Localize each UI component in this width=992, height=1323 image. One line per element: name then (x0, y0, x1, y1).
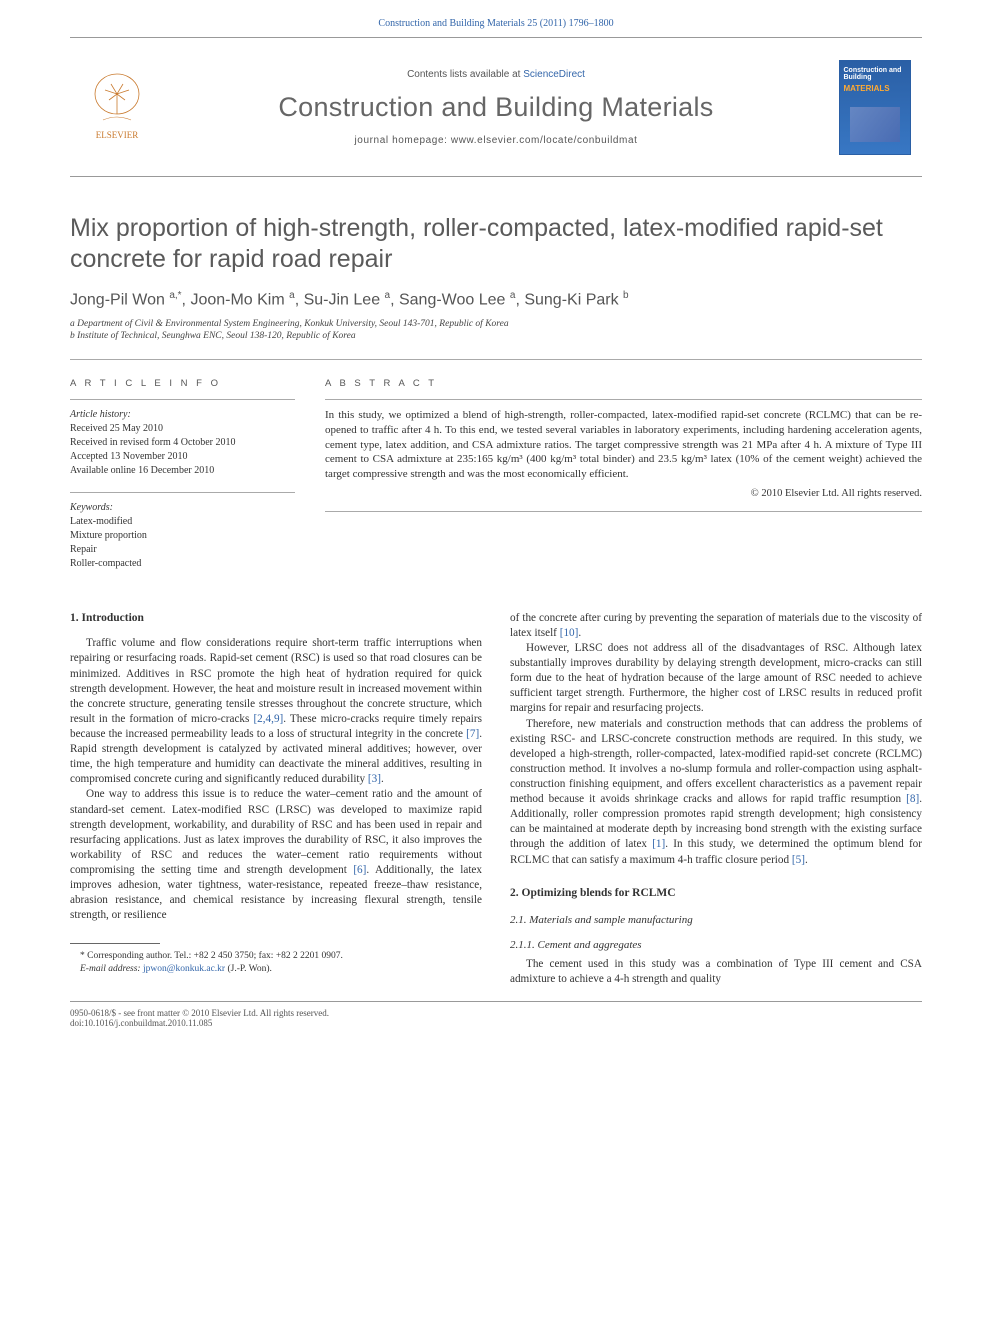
body-paragraph: One way to address this issue is to redu… (70, 787, 482, 923)
publisher-logo-container: ELSEVIER (70, 38, 165, 176)
affiliation-a: a Department of Civil & Environmental Sy… (70, 319, 922, 329)
abstract-column: A B S T R A C T In this study, we optimi… (325, 378, 922, 585)
email-footnote: E-mail address: jpwon@konkuk.ac.kr (J.-P… (70, 963, 482, 975)
elsevier-tree-icon: ELSEVIER (85, 70, 150, 145)
journal-name: Construction and Building Materials (278, 92, 713, 123)
history-item: Received in revised form 4 October 2010 (70, 436, 295, 450)
journal-masthead: ELSEVIER Contents lists available at Sci… (70, 37, 922, 177)
body-two-column: 1. Introduction Traffic volume and flow … (70, 611, 922, 987)
body-paragraph: However, LRSC does not address all of th… (510, 641, 922, 717)
body-paragraph: Therefore, new materials and constructio… (510, 717, 922, 868)
section-2-heading: 2. Optimizing blends for RCLMC (510, 886, 922, 902)
keyword-item: Repair (70, 543, 295, 557)
history-item: Received 25 May 2010 (70, 422, 295, 436)
divider-line (70, 399, 295, 400)
sciencedirect-link[interactable]: ScienceDirect (523, 69, 585, 80)
svg-text:ELSEVIER: ELSEVIER (96, 130, 139, 140)
section-2-1-1-heading: 2.1.1. Cement and aggregates (510, 938, 922, 953)
article-history-block: Article history: Received 25 May 2010 Re… (70, 408, 295, 478)
keyword-item: Latex-modified (70, 515, 295, 529)
article-info-column: A R T I C L E I N F O Article history: R… (70, 378, 295, 585)
section-1-heading: 1. Introduction (70, 611, 482, 627)
body-paragraph: Traffic volume and flow considerations r… (70, 636, 482, 787)
journal-cover-thumbnail: Construction and Building MATERIALS (839, 60, 911, 155)
article-title: Mix proportion of high-strength, roller-… (70, 213, 922, 276)
body-left-column: 1. Introduction Traffic volume and flow … (70, 611, 482, 987)
citation-text: Construction and Building Materials 25 (… (378, 18, 613, 29)
footer-left: 0950-0618/$ - see front matter © 2010 El… (70, 1008, 329, 1028)
divider-line (70, 492, 295, 493)
affiliation-b: b Institute of Technical, Seunghwa ENC, … (70, 331, 922, 341)
abstract-text: In this study, we optimized a blend of h… (325, 408, 922, 482)
doi-line: doi:10.1016/j.conbuildmat.2010.11.085 (70, 1018, 329, 1028)
keywords-label: Keywords: (70, 501, 295, 515)
section-2-1-heading: 2.1. Materials and sample manufacturing (510, 913, 922, 928)
masthead-center: Contents lists available at ScienceDirec… (165, 38, 827, 176)
divider-line (325, 511, 922, 512)
journal-homepage-line: journal homepage: www.elsevier.com/locat… (354, 135, 637, 146)
running-header: Construction and Building Materials 25 (… (0, 0, 992, 37)
history-item: Accepted 13 November 2010 (70, 450, 295, 464)
abstract-copyright: © 2010 Elsevier Ltd. All rights reserved… (325, 488, 922, 499)
info-abstract-row: A R T I C L E I N F O Article history: R… (70, 359, 922, 585)
corresponding-author-footnote: * Corresponding author. Tel.: +82 2 450 … (70, 950, 482, 962)
history-item: Available online 16 December 2010 (70, 464, 295, 478)
divider-line (325, 399, 922, 400)
footnote-separator (70, 943, 160, 944)
keyword-item: Roller-compacted (70, 557, 295, 571)
page-footer: 0950-0618/$ - see front matter © 2010 El… (70, 1001, 922, 1028)
email-author-name: (J.-P. Won). (227, 964, 271, 974)
abstract-heading: A B S T R A C T (325, 378, 922, 389)
journal-cover-container: Construction and Building MATERIALS (827, 38, 922, 176)
keywords-block: Keywords: Latex-modified Mixture proport… (70, 501, 295, 571)
body-paragraph: The cement used in this study was a comb… (510, 957, 922, 987)
keyword-item: Mixture proportion (70, 529, 295, 543)
front-matter-line: 0950-0618/$ - see front matter © 2010 El… (70, 1008, 329, 1018)
article-info-heading: A R T I C L E I N F O (70, 378, 295, 389)
journal-homepage-url[interactable]: www.elsevier.com/locate/conbuildmat (451, 135, 638, 146)
contents-available-text: Contents lists available at ScienceDirec… (407, 69, 585, 80)
body-paragraph-continuation: of the concrete after curing by preventi… (510, 611, 922, 641)
body-right-column: of the concrete after curing by preventi… (510, 611, 922, 987)
journal-cover-photo-icon (850, 107, 900, 142)
email-link[interactable]: jpwon@konkuk.ac.kr (143, 964, 225, 974)
author-list: Jong-Pil Won a,*, Joon-Mo Kim a, Su-Jin … (70, 290, 922, 309)
history-label: Article history: (70, 408, 295, 422)
email-label: E-mail address: (80, 964, 141, 974)
